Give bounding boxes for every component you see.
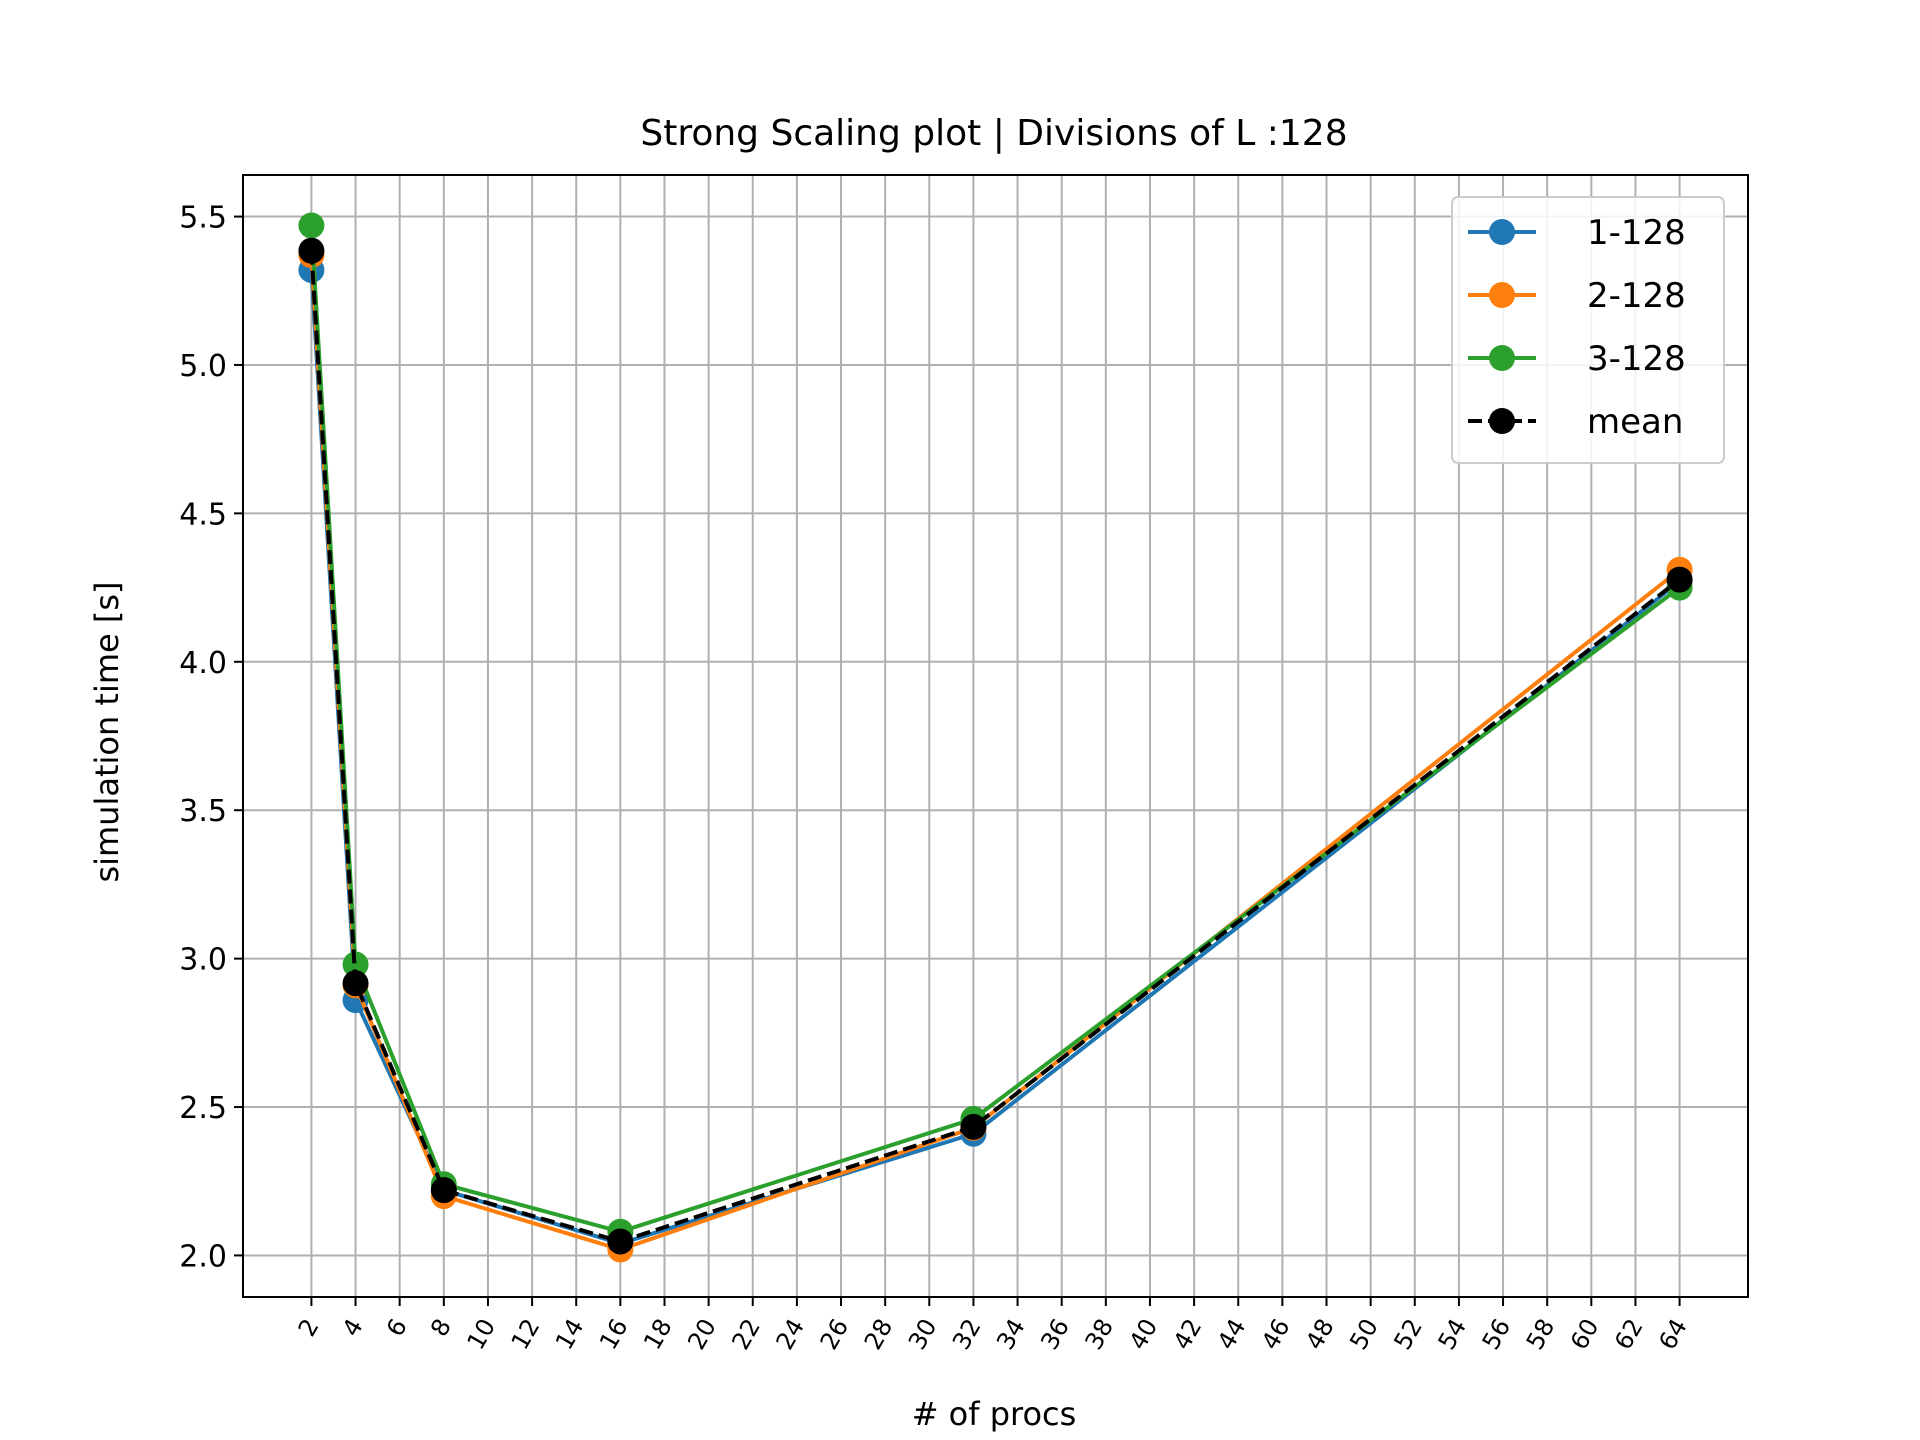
y-tick-label: 3.0 [179,943,227,978]
data-point-3-128 [298,212,325,239]
legend-entry-2-128: 2-128 [1468,276,1686,316]
x-axis-label: # of procs [912,1395,1077,1433]
legend-marker [1489,345,1515,371]
series-layer [298,212,1693,1263]
data-point-mean [430,1177,457,1204]
y-tick-label: 4.5 [179,497,227,532]
y-tick-label: 5.5 [179,201,227,236]
plot-frame [242,174,1749,1298]
legend-label: 1-128 [1587,213,1686,253]
legend-label: 2-128 [1587,276,1686,316]
series-mean [298,237,1693,1255]
y-axis-ticks: 2.0 2.5 3.0 3.5 4.0 4.5 5.0 5.5 [179,201,243,1274]
legend-label: 3-128 [1587,339,1686,379]
data-point-mean [960,1113,987,1140]
legend: 1-128 2-128 3-128 mean [1451,196,1725,464]
data-point-3-128 [342,951,369,978]
data-point-mean [1666,566,1693,593]
series-line-mean [309,250,1681,1244]
legend-marker [1489,408,1515,434]
y-tick-label: 2.5 [179,1091,227,1126]
data-point-mean [342,970,369,997]
legend-entry-1-128: 1-128 [1468,213,1686,253]
legend-entry-3-128: 3-128 [1468,339,1686,379]
legend-marker [1489,219,1515,245]
legend-entry-mean: mean [1468,402,1683,442]
y-tick-label: 5.0 [179,349,227,384]
grid [243,175,1748,1297]
data-point-mean [607,1228,634,1255]
legend-box [1451,196,1725,464]
y-tick-label: 4.0 [179,646,227,681]
chart-title: Strong Scaling plot | Divisions of L :12… [640,113,1347,154]
legend-marker [1489,282,1515,308]
legend-label: mean [1587,402,1683,442]
y-axis-label: simulation time [s] [88,581,126,882]
y-tick-label: 3.5 [179,794,227,829]
data-point-mean [298,237,325,264]
y-tick-label: 2.0 [179,1239,227,1274]
